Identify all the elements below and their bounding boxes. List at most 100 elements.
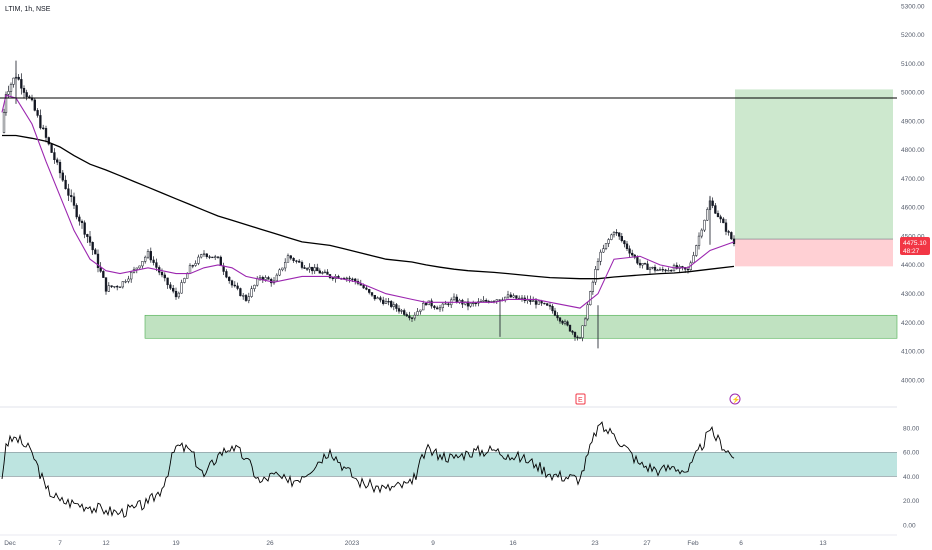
candle-body [602,248,605,253]
candle-body [292,257,295,261]
candle-body [316,267,319,272]
candle-body [138,265,141,269]
candle-body [278,269,281,276]
candle-body [604,243,608,249]
candle-body [670,269,673,272]
candle-body [472,302,475,305]
candle-body [313,267,316,272]
candle-body [413,314,416,319]
candle-body [305,268,309,270]
candle-body [9,84,13,92]
candle-body [578,337,582,339]
rsi-tick-label: 20.00 [903,498,920,505]
candles-layer [2,60,736,349]
candle-body [636,257,639,264]
candle-body [506,294,510,298]
candle-body [610,234,613,240]
time-axis[interactable]: Dec 7 12 19 26 2023 9 16 23 27 Feb 6 13 [0,534,897,547]
candle-body [124,281,127,283]
candle-body [22,88,26,93]
candle-body [400,310,403,312]
candle-body [667,269,670,272]
candle-body [146,251,150,258]
candle-body [228,276,231,281]
rsi-axis[interactable]: 80.00 60.00 40.00 20.00 0.00 [903,425,920,529]
candle-body [576,336,579,339]
candle-body [583,318,587,327]
candle-body [452,296,456,301]
candle-body [25,92,28,97]
candle-body [110,285,113,288]
time-tick-label: Dec [4,540,16,547]
candle-body [256,278,259,286]
candle-body [382,299,385,304]
candle-body [700,229,703,237]
candle-body [33,99,36,111]
dividend-marker[interactable]: ⚡ [729,393,741,405]
candle-body [641,263,644,266]
candle-body [716,213,720,218]
candle-body [70,195,73,197]
candle-body [408,315,411,319]
ema-layer [1,94,735,309]
candle-body [474,302,477,305]
symbol-title[interactable]: LTIM, 1h, NSE [5,6,51,13]
candle-body [47,137,50,145]
price-tick-label: 5100.00 [901,61,925,68]
price-axis[interactable]: 5300.00 5200.00 5100.00 5000.00 4900.00 4800.… [901,3,925,384]
candle-body [44,128,48,138]
candle-body [615,232,618,234]
candle-body [509,294,512,298]
candle-body [706,209,709,221]
candle-body [732,238,736,244]
candle-body [397,308,401,312]
candle-body [599,251,602,262]
rsi-pane[interactable] [0,421,897,518]
candle-body [50,143,53,153]
candle-body [661,269,664,271]
price-tick-label: 4000.00 [901,377,925,384]
candle-body [20,79,23,89]
candle-body [433,305,436,308]
candle-body [681,266,684,268]
price-pane[interactable] [0,60,898,349]
candle-body [697,235,701,246]
candle-body [42,127,45,129]
candle-body [427,300,430,306]
candle-body [686,268,690,271]
candle-body [258,277,262,279]
candle-body [321,272,324,274]
candle-body [183,278,186,283]
earnings-marker[interactable]: E [575,393,586,405]
candle-body [532,300,535,302]
candle-body [267,277,270,280]
candle-body [88,236,92,243]
candle-body [589,291,592,306]
price-tick-label: 5200.00 [901,32,925,39]
lightning-icon: ⚡ [732,395,741,404]
zones-layer [144,89,898,339]
candle-body [695,245,698,256]
candle-body [512,295,515,298]
candle-body [298,260,301,263]
candle-body [537,300,540,305]
candle-body [169,284,172,289]
price-tick-label: 4600.00 [901,205,925,212]
candle-body [216,256,220,258]
rsi-tick-label: 60.00 [903,450,920,457]
candle-body [571,330,574,333]
candle-body [646,263,649,270]
price-tick-label: 4200.00 [901,320,925,327]
candle-body [722,218,725,224]
candle-body [253,284,256,289]
candle-body [180,282,183,294]
time-tick-label: 16 [509,540,517,547]
candle-body [284,262,287,269]
candle-body [166,277,169,286]
candle-body [648,267,652,270]
candle-body [586,304,589,320]
candle-body [197,256,200,264]
candle-body [653,266,657,271]
candle-body [379,297,382,301]
